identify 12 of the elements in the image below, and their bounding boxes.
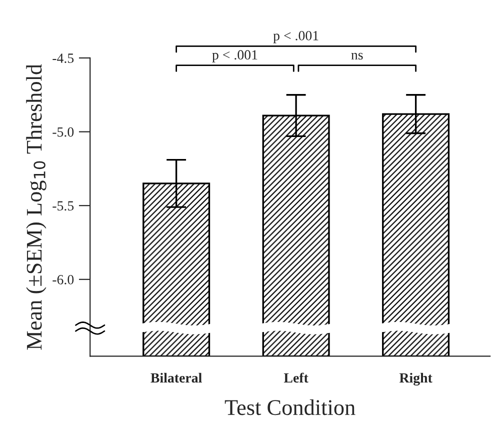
y-tick-label: -5.0 [52, 127, 74, 137]
y-tick-label: -5.5 [52, 201, 74, 211]
x-tick-label: Left [284, 372, 308, 383]
y-tick-label: -6.0 [52, 274, 74, 284]
y-axis-title: Mean (±SEM) Log$_{10}$ Threshold [26, 64, 46, 350]
x-axis-title: Test Condition [224, 399, 356, 416]
x-tick-label: Right [399, 372, 432, 386]
annotation: ns [351, 52, 363, 60]
y-tick-label: -4.5 [52, 54, 74, 63]
text: p < .001 [273, 30, 318, 44]
annotation: p < .001 [212, 50, 258, 62]
x-tick-label: Bilateral [150, 372, 202, 383]
